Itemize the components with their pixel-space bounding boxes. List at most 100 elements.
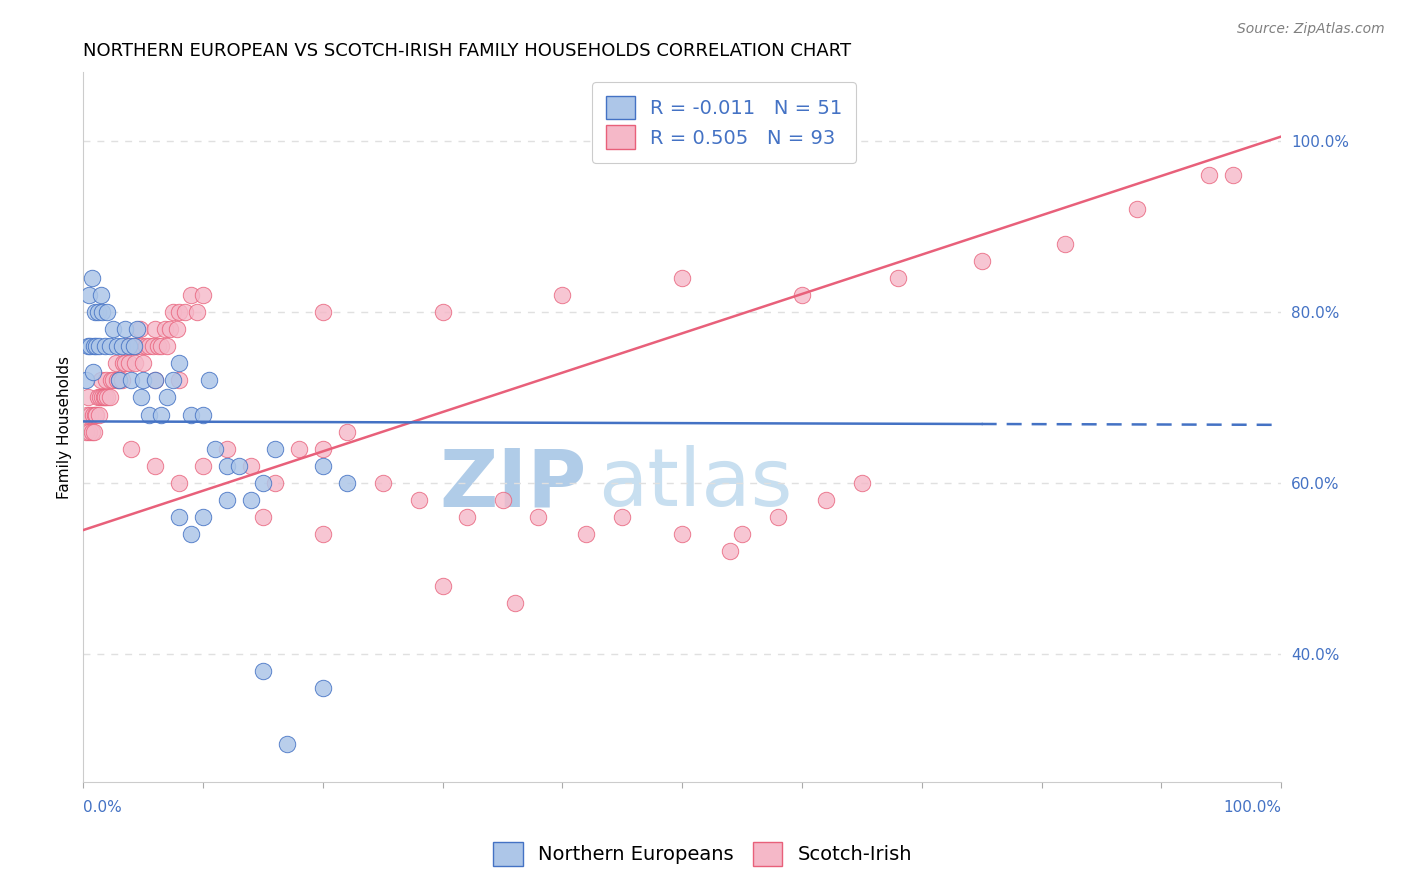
Point (91, 391, 114, 405)
Point (612, 510, 634, 524)
Point (111, 373, 134, 387)
Point (970, 253, 993, 268)
Point (1198, 168, 1220, 182)
Point (191, 510, 214, 524)
Point (527, 510, 550, 524)
Point (167, 475, 190, 490)
Point (851, 475, 873, 490)
Point (312, 458, 335, 473)
Legend: R = -0.011   N = 51, R = 0.505   N = 93: R = -0.011 N = 51, R = 0.505 N = 93 (592, 82, 856, 162)
Point (167, 305, 190, 319)
Point (91, 305, 114, 319)
Point (215, 458, 238, 473)
Point (77, 339, 100, 353)
Point (718, 544, 741, 558)
Point (96, 391, 118, 405)
Point (122, 339, 145, 353)
Point (132, 356, 155, 370)
Point (103, 373, 125, 387)
Point (86, 408, 108, 422)
Point (82, 365, 104, 379)
Point (120, 339, 142, 353)
Point (180, 527, 202, 541)
Point (82, 408, 104, 422)
Point (75, 425, 97, 439)
Point (276, 737, 298, 751)
Point (76, 408, 98, 422)
Text: atlas: atlas (599, 445, 793, 524)
Point (111, 356, 134, 370)
Point (312, 305, 335, 319)
Point (143, 373, 166, 387)
Point (408, 493, 430, 508)
Point (432, 305, 454, 319)
Point (191, 408, 214, 422)
Point (129, 391, 152, 405)
Point (89, 391, 111, 405)
Point (100, 373, 122, 387)
Point (86, 391, 108, 405)
Point (491, 493, 513, 508)
Point (143, 458, 166, 473)
Point (111, 339, 134, 353)
Point (143, 322, 166, 336)
Point (75, 373, 97, 387)
Point (87, 408, 110, 422)
Point (114, 356, 136, 370)
Point (96, 305, 118, 319)
Point (87, 339, 110, 353)
Point (156, 339, 179, 353)
Point (180, 288, 202, 302)
Point (135, 339, 157, 353)
Text: 0.0%: 0.0% (83, 800, 122, 815)
Point (80, 270, 103, 285)
Point (105, 339, 128, 353)
Point (503, 596, 526, 610)
Point (162, 373, 184, 387)
Point (228, 458, 250, 473)
Point (731, 527, 754, 541)
Point (167, 373, 190, 387)
Point (150, 339, 173, 353)
Point (84, 408, 107, 422)
Point (240, 458, 263, 473)
Point (167, 356, 190, 370)
Point (191, 458, 214, 473)
Legend: Northern Europeans, Scotch-Irish: Northern Europeans, Scotch-Irish (485, 834, 921, 873)
Point (98, 339, 121, 353)
Point (77, 425, 100, 439)
Point (336, 425, 359, 439)
Point (138, 408, 160, 422)
Point (118, 339, 141, 353)
Point (156, 391, 179, 405)
Point (93, 391, 115, 405)
Point (84, 305, 107, 319)
Point (120, 442, 142, 456)
Point (128, 322, 150, 336)
Text: Source: ZipAtlas.com: Source: ZipAtlas.com (1237, 22, 1385, 37)
Point (86, 305, 108, 319)
Point (204, 442, 226, 456)
Point (105, 373, 128, 387)
Point (83, 339, 105, 353)
Point (127, 339, 149, 353)
Point (264, 475, 287, 490)
Point (120, 373, 142, 387)
Text: 100.0%: 100.0% (1223, 800, 1281, 815)
Point (336, 475, 359, 490)
Point (150, 408, 173, 422)
Point (1222, 168, 1244, 182)
Point (312, 442, 335, 456)
Point (162, 305, 184, 319)
Point (1054, 236, 1077, 251)
Point (198, 373, 221, 387)
Point (312, 527, 335, 541)
Point (117, 339, 139, 353)
Point (90, 288, 112, 302)
Point (671, 270, 693, 285)
Point (166, 322, 188, 336)
Point (142, 339, 165, 353)
Point (103, 322, 125, 336)
Point (77, 391, 100, 405)
Point (432, 579, 454, 593)
